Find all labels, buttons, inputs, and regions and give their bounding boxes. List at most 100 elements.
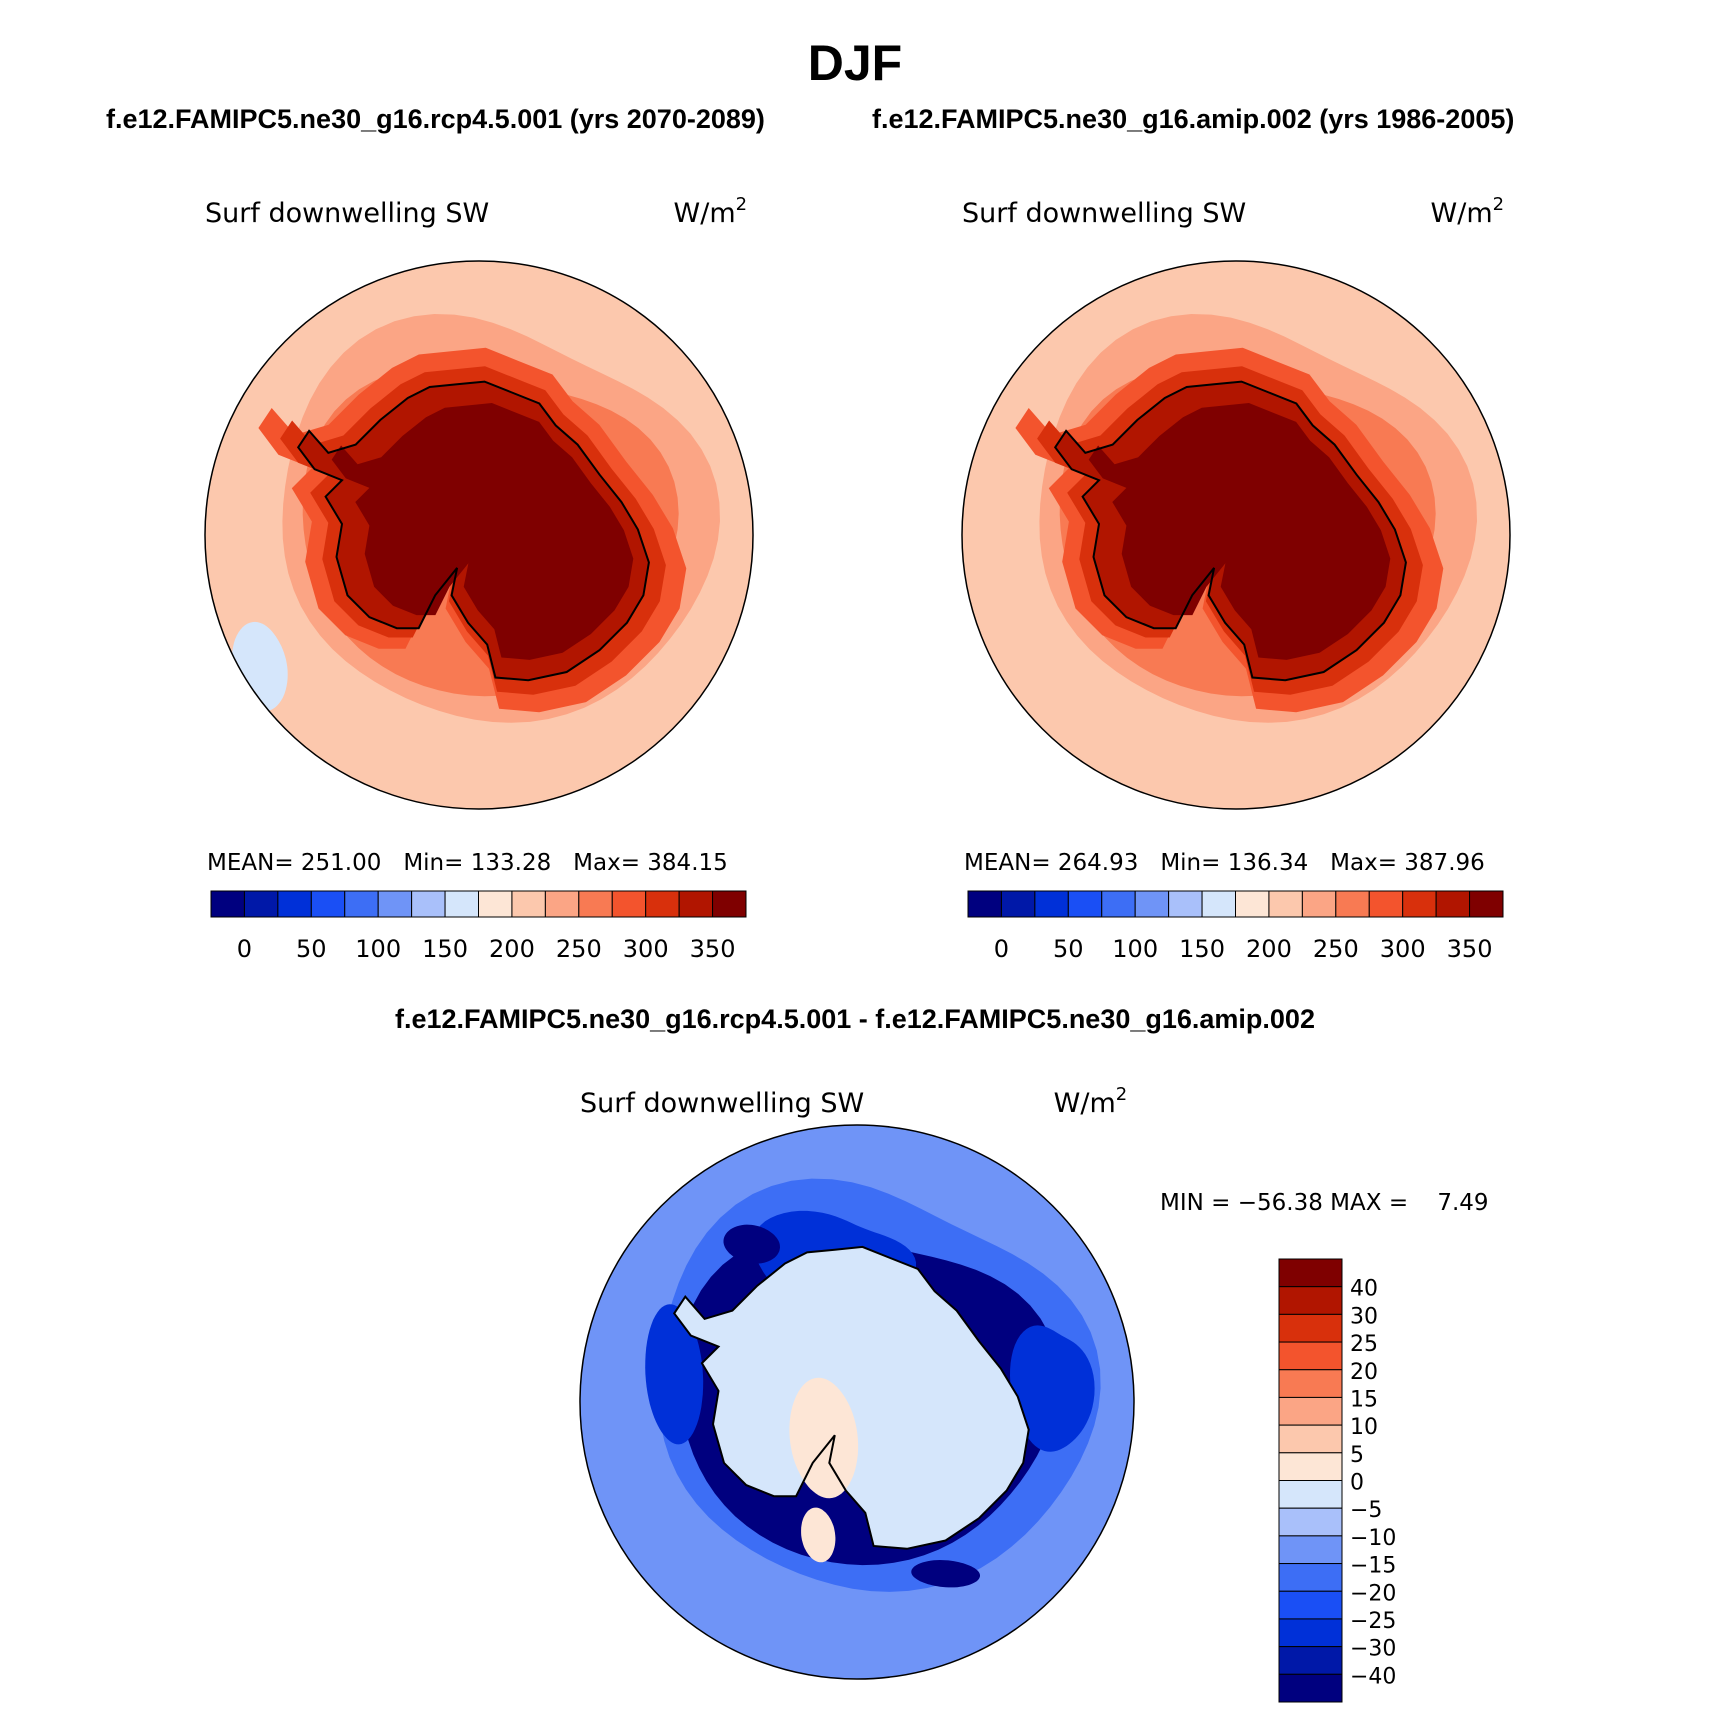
colorbar-box xyxy=(645,890,680,918)
stats-line: MEAN= 264.93 Min= 136.34 Max= 387.96 xyxy=(964,850,1485,876)
colorbar-box xyxy=(444,890,479,918)
colorbar-box xyxy=(277,890,312,918)
units-label: W/m2 xyxy=(1054,1084,1128,1119)
colorbar-box xyxy=(1278,1507,1343,1537)
colorbar-box xyxy=(1278,1313,1343,1343)
variable-title: Surf downwelling SW xyxy=(580,1088,864,1119)
colorbar-box xyxy=(1067,890,1103,918)
colorbar-tick-label: 5 xyxy=(1350,1443,1364,1468)
stats-line: MEAN= 251.00 Min= 133.28 Max= 384.15 xyxy=(207,850,728,876)
map-panel-0: Surf downwelling SW W/m2 xyxy=(204,194,754,810)
map-border xyxy=(204,260,754,810)
colorbar-tick-label: 50 xyxy=(296,935,327,963)
colorbar-box xyxy=(1278,1646,1343,1675)
variable-title: Surf downwelling SW xyxy=(962,198,1246,229)
colorbar-box xyxy=(511,890,546,918)
coastline xyxy=(1053,380,1407,682)
map-border xyxy=(961,260,1511,810)
map-panel-2: Surf downwelling SW W/m2 xyxy=(579,1084,1135,1680)
colorbar-box xyxy=(210,890,245,918)
colorbar-tick-label: −15 xyxy=(1350,1554,1396,1579)
colorbar-box xyxy=(578,890,613,918)
colorbar-box xyxy=(1278,1396,1343,1426)
stat-max: 384.15 xyxy=(640,850,728,876)
plateau-fill xyxy=(1088,403,1391,660)
stat-min: 136.34 xyxy=(1220,850,1308,876)
colorbar-box xyxy=(1469,890,1504,918)
colorbar-box xyxy=(1278,1480,1343,1509)
units-label: W/m2 xyxy=(674,194,748,229)
colorbar-box xyxy=(1034,890,1069,918)
stat-min-label: Min= xyxy=(1138,850,1220,876)
colorbar-box xyxy=(243,890,279,918)
strong-min-south xyxy=(911,1560,980,1588)
colorbar-box xyxy=(310,890,346,918)
page-title: DJF xyxy=(807,35,903,91)
colorbar-tick-label: 40 xyxy=(1350,1277,1378,1302)
colorbar-box xyxy=(544,890,580,918)
stat-max: 7.49 xyxy=(1408,1190,1488,1216)
variable-title: Surf downwelling SW xyxy=(205,198,489,229)
stat-max: 387.96 xyxy=(1397,850,1485,876)
colorbar-box xyxy=(1278,1535,1343,1565)
colorbar-tick-label: 50 xyxy=(1053,935,1084,963)
colorbar-tick-label: 350 xyxy=(1447,935,1493,963)
stat-mean-label: MEAN= xyxy=(964,850,1051,876)
stats-line: MIN = −56.38 MAX = 7.49 xyxy=(1160,1190,1489,1216)
colorbar-tick-label: 15 xyxy=(1350,1387,1378,1412)
colorbar-box xyxy=(1278,1618,1343,1648)
colorbar-1: 0 50 100 150 200 250 300 350 MEAN= 264.93 Min= 1… xyxy=(964,850,1504,963)
colorbar-tick-label: −10 xyxy=(1350,1526,1396,1551)
stat-max-label: MAX = xyxy=(1330,1190,1408,1216)
colorbar-tick-label: 200 xyxy=(489,935,535,963)
colorbar-tick-label: 200 xyxy=(1246,935,1292,963)
stat-max-label: Max= xyxy=(551,850,640,876)
colorbar-box xyxy=(344,890,379,918)
colorbar-box xyxy=(1278,1258,1343,1288)
contour-fills xyxy=(962,261,1510,809)
colorbar-box xyxy=(1101,890,1136,918)
colorbar-tick-label: 100 xyxy=(355,935,401,963)
colorbar-box xyxy=(1278,1286,1343,1315)
continent-fill xyxy=(674,1246,1029,1549)
colorbar-tick-label: 30 xyxy=(1350,1304,1378,1329)
stat-mean: 251.00 xyxy=(294,850,382,876)
colorbar-box xyxy=(967,890,1002,918)
map-border xyxy=(579,1124,1135,1680)
colorbar-box xyxy=(1201,890,1236,918)
colorbar-box xyxy=(1301,890,1337,918)
colorbar-box xyxy=(1278,1563,1343,1592)
colorbar-box xyxy=(411,890,446,918)
subtitle-left: f.e12.FAMIPC5.ne30_g16.rcp4.5.001 (yrs 2… xyxy=(106,104,765,134)
strong-min-north xyxy=(723,1224,780,1264)
colorbar-box xyxy=(1368,890,1404,918)
colorbar-box xyxy=(1168,890,1203,918)
stat-min: 133.28 xyxy=(463,850,551,876)
positive-patch-2 xyxy=(801,1507,836,1563)
colorbar-box xyxy=(1335,890,1370,918)
colorbar-box xyxy=(1278,1424,1343,1454)
colorbar-box xyxy=(1278,1673,1343,1703)
colorbar-box xyxy=(678,890,714,918)
colorbar-tick-label: 300 xyxy=(623,935,669,963)
stat-min: −56.38 xyxy=(1230,1190,1330,1216)
colorbar-box xyxy=(1278,1341,1343,1371)
subtitle-right: f.e12.FAMIPC5.ne30_g16.amip.002 (yrs 198… xyxy=(872,104,1515,134)
units-exponent: 2 xyxy=(736,194,747,215)
coastline xyxy=(672,1245,1030,1550)
colorbar-tick-label: 150 xyxy=(1179,935,1225,963)
colorbar-box xyxy=(1235,890,1270,918)
colorbar-box xyxy=(1435,890,1471,918)
colorbar-tick-label: 10 xyxy=(1350,1415,1378,1440)
ring-fill-west xyxy=(645,1304,704,1445)
colorbar-tick-label: 350 xyxy=(690,935,736,963)
plateau-fill xyxy=(331,403,634,660)
colorbar-tick-label: 0 xyxy=(237,935,252,963)
colorbar-box xyxy=(478,890,513,918)
colorbar-box xyxy=(1268,890,1303,918)
colorbar-tick-label: −5 xyxy=(1350,1498,1382,1523)
ring-fill-east xyxy=(1010,1325,1095,1452)
